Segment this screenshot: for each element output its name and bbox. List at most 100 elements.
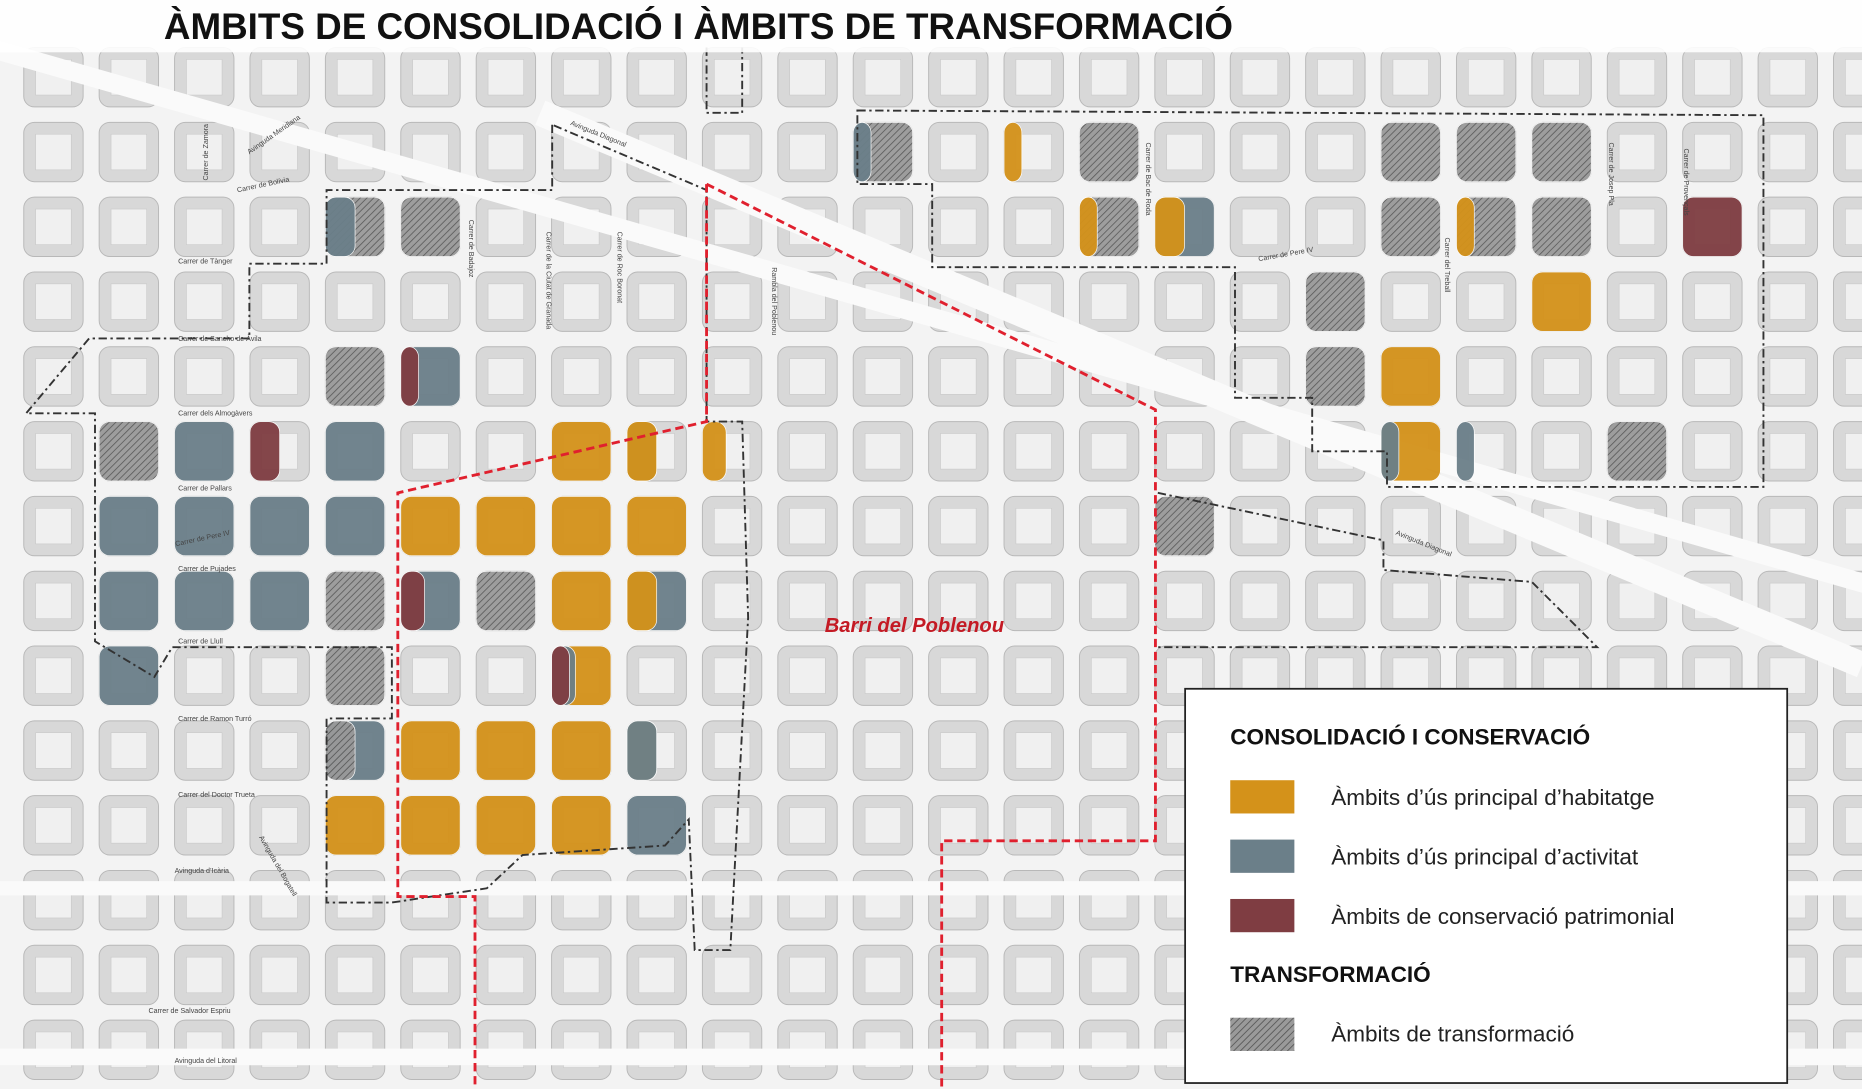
building [1393,59,1429,95]
zone [325,721,355,780]
building [865,508,901,544]
building [1845,59,1862,95]
street-label: Rambla del Poblenou [770,267,778,335]
zone [250,422,280,481]
building [111,209,147,245]
building [1016,508,1052,544]
building [1242,284,1278,320]
building [1318,134,1354,170]
building [1619,59,1655,95]
zone [552,571,611,630]
building [262,59,298,95]
zone [1079,197,1097,256]
building [1242,359,1278,395]
zone [325,347,384,406]
building [488,433,524,469]
building [1091,957,1127,993]
building [1318,59,1354,95]
building [714,808,750,844]
building [186,808,222,844]
zone [1456,422,1474,481]
building [262,658,298,694]
building [413,284,449,320]
building [1770,583,1806,619]
building [413,433,449,469]
building [563,359,599,395]
street-label: Carrer de Badajoz [467,220,475,278]
building [1845,134,1862,170]
building [639,59,675,95]
building [111,957,147,993]
building [790,583,826,619]
zone [250,496,309,555]
building [1770,134,1806,170]
building [714,583,750,619]
building [1016,957,1052,993]
building [111,359,147,395]
zone [1532,197,1591,256]
building [941,134,977,170]
street-label: Avinguda d’Icària [175,867,229,875]
building [1845,284,1862,320]
zone [627,796,686,855]
building [790,808,826,844]
street-label: Carrer de Ramon Turró [178,715,252,723]
building [36,957,72,993]
zone [853,122,871,181]
legend-swatch [1230,840,1294,873]
zone [476,796,535,855]
building [111,284,147,320]
building [941,209,977,245]
zone [1306,347,1365,406]
building [1695,359,1731,395]
building [36,733,72,769]
building [1845,808,1862,844]
building [186,59,222,95]
building [1845,508,1862,544]
building [1695,134,1731,170]
zone [627,721,657,780]
legend-item: Àmbits de transformació [1331,1021,1574,1046]
building [941,957,977,993]
street-label: Carrer de Pallars [178,484,232,492]
street-label: Carrer de Zamora [202,124,210,181]
building [1468,359,1504,395]
building [1091,658,1127,694]
building [865,433,901,469]
legend-swatch [1230,1018,1294,1051]
building [714,284,750,320]
building [337,957,373,993]
legend-item: Àmbits de conservació patrimonial [1331,904,1674,929]
building [1770,508,1806,544]
zone [1155,197,1185,256]
building [941,583,977,619]
building [865,359,901,395]
building [1619,134,1655,170]
building [865,733,901,769]
building [1167,583,1203,619]
building [186,957,222,993]
building [790,733,826,769]
legend-heading: CONSOLIDACIÓ I CONSERVACIÓ [1230,725,1590,750]
building [488,658,524,694]
building [1318,508,1354,544]
building [488,209,524,245]
building [1544,433,1580,469]
building [865,957,901,993]
building [1468,59,1504,95]
building [1845,733,1862,769]
building [1016,209,1052,245]
street-label: Carrer del Treball [1443,238,1451,293]
zone [325,197,355,256]
building [790,658,826,694]
zone [175,571,234,630]
zone [325,571,384,630]
zone [250,571,309,630]
building [714,359,750,395]
building [865,583,901,619]
building [1016,433,1052,469]
building [941,433,977,469]
building [865,658,901,694]
building [1091,733,1127,769]
zone [1381,122,1440,181]
